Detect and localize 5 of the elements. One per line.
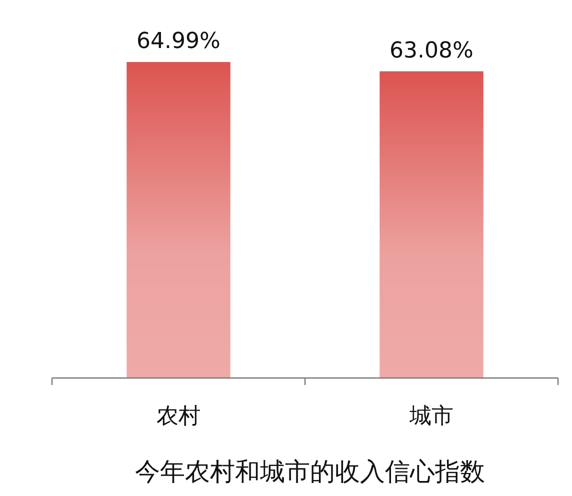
text: 今年农村和城市的收入信心指数: [135, 457, 485, 486]
x-tick-label: 城市: [408, 404, 454, 429]
x-tick-label: 农村: [156, 404, 200, 429]
data-label: 63.08%: [390, 38, 474, 64]
data-label: 64.99%: [136, 29, 220, 54]
